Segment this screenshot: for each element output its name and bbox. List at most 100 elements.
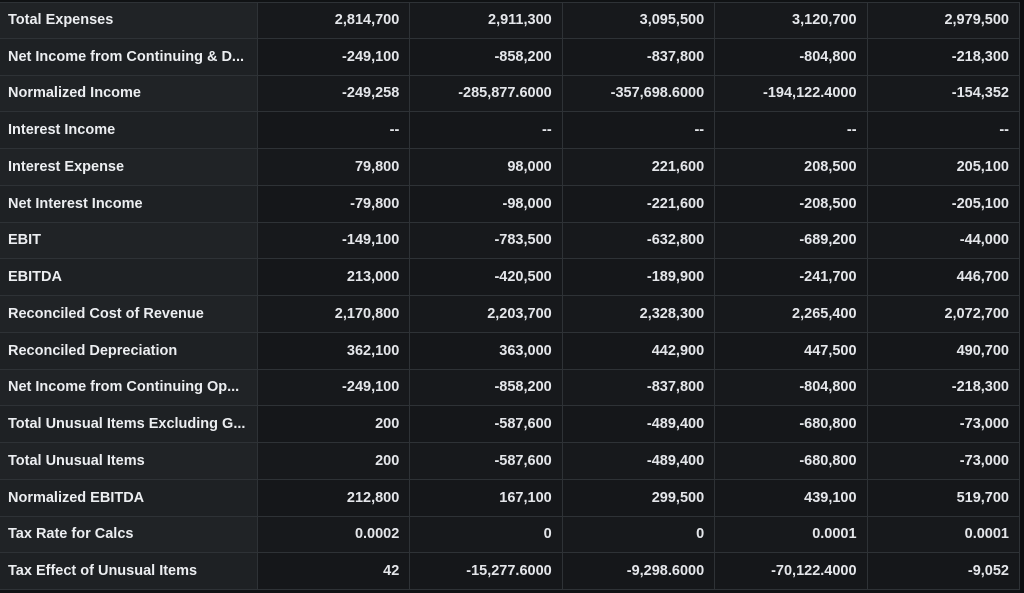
- table-cell: 362,100: [257, 332, 411, 369]
- row-label: Interest Expense: [0, 149, 258, 185]
- table-cell: -79,800: [257, 185, 411, 222]
- table-cell: -249,258: [257, 75, 411, 112]
- table-row: Net Interest Income -79,800 -98,000 -221…: [0, 185, 1020, 223]
- table-cell: 98,000: [410, 149, 563, 185]
- table-cell: -837,800: [562, 38, 716, 75]
- row-label: Normalized Income: [0, 75, 258, 112]
- table-cell: -44,000: [867, 222, 1020, 259]
- scroll-edge: [1020, 0, 1024, 593]
- table-cell: -689,200: [715, 222, 868, 259]
- table-cell: 439,100: [715, 479, 868, 516]
- table-cell: -587,600: [410, 443, 563, 479]
- table-cell: 167,100: [410, 479, 563, 516]
- table-cell: 0.0001: [867, 516, 1020, 553]
- row-label: Total Unusual Items Excluding G...: [0, 406, 258, 442]
- table-cell: 519,700: [867, 479, 1020, 516]
- table-cell: 200: [257, 443, 411, 479]
- table-cell: --: [715, 112, 868, 148]
- table-cell: 2,265,400: [715, 296, 868, 332]
- row-label: Net Interest Income: [0, 185, 258, 222]
- table-cell: -489,400: [562, 443, 716, 479]
- table-cell: -154,352: [867, 75, 1020, 112]
- table-row: Net Income from Continuing Op... -249,10…: [0, 369, 1020, 407]
- table-cell: --: [257, 112, 411, 148]
- table-row: Interest Income -- -- -- -- --: [0, 112, 1020, 149]
- table-cell: -680,800: [715, 443, 868, 479]
- table-cell: -858,200: [410, 38, 563, 75]
- table-cell: 2,814,700: [257, 3, 411, 38]
- table-row: Reconciled Cost of Revenue 2,170,800 2,2…: [0, 296, 1020, 333]
- row-label: EBIT: [0, 222, 258, 259]
- row-label: Total Unusual Items: [0, 443, 258, 479]
- row-label: Normalized EBITDA: [0, 479, 258, 516]
- table-row: Interest Expense 79,800 98,000 221,600 2…: [0, 149, 1020, 186]
- table-cell: 205,100: [867, 149, 1020, 185]
- table-cell: 0.0001: [715, 516, 868, 553]
- table-cell: -73,000: [867, 443, 1020, 479]
- table-cell: 42: [257, 553, 411, 589]
- row-label: Tax Rate for Calcs: [0, 516, 258, 553]
- table-cell: 2,072,700: [867, 296, 1020, 332]
- table-cell: -858,200: [410, 369, 563, 406]
- table-row: Normalized EBITDA 212,800 167,100 299,50…: [0, 479, 1020, 517]
- table-cell: -837,800: [562, 369, 716, 406]
- row-label: Net Income from Continuing & D...: [0, 38, 258, 75]
- table-cell: -804,800: [715, 38, 868, 75]
- table-cell: -73,000: [867, 406, 1020, 442]
- table-row: EBITDA 213,000 -420,500 -189,900 -241,70…: [0, 259, 1020, 296]
- table-cell: 208,500: [715, 149, 868, 185]
- table-cell: -218,300: [867, 369, 1020, 406]
- table-row: Tax Rate for Calcs 0.0002 0 0 0.0001 0.0…: [0, 516, 1020, 554]
- table-cell: 299,500: [562, 479, 716, 516]
- table-cell: 446,700: [867, 259, 1020, 295]
- table-row: Normalized Income -249,258 -285,877.6000…: [0, 75, 1020, 113]
- table-cell: -804,800: [715, 369, 868, 406]
- row-label: EBITDA: [0, 259, 258, 295]
- table-cell: -357,698.6000: [562, 75, 716, 112]
- row-label: Net Income from Continuing Op...: [0, 369, 258, 406]
- row-label: Reconciled Depreciation: [0, 332, 258, 369]
- row-label: Tax Effect of Unusual Items: [0, 553, 258, 589]
- table-row: Total Unusual Items Excluding G... 200 -…: [0, 406, 1020, 443]
- table-cell: 3,120,700: [715, 3, 868, 38]
- table-cell: --: [867, 112, 1020, 148]
- table-cell: -98,000: [410, 185, 563, 222]
- table-cell: 2,170,800: [257, 296, 411, 332]
- table-cell: 0: [562, 516, 716, 553]
- table-cell: 212,800: [257, 479, 411, 516]
- table-row: Total Unusual Items 200 -587,600 -489,40…: [0, 443, 1020, 480]
- table-row: EBIT -149,100 -783,500 -632,800 -689,200…: [0, 222, 1020, 260]
- table-cell: -632,800: [562, 222, 716, 259]
- table-cell: --: [562, 112, 716, 148]
- row-label: Total Expenses: [0, 3, 258, 38]
- table-cell: -70,122.4000: [715, 553, 868, 589]
- table-cell: -194,122.4000: [715, 75, 868, 112]
- table-cell: -189,900: [562, 259, 716, 295]
- table-cell: 2,979,500: [867, 3, 1020, 38]
- table-cell: -9,298.6000: [562, 553, 716, 589]
- table-cell: 363,000: [410, 332, 563, 369]
- table-cell: 0.0002: [257, 516, 411, 553]
- table-cell: 2,203,700: [410, 296, 563, 332]
- table-cell: -241,700: [715, 259, 868, 295]
- table-cell: -149,100: [257, 222, 411, 259]
- table-cell: --: [410, 112, 563, 148]
- table-cell: -249,100: [257, 38, 411, 75]
- table-cell: 3,095,500: [562, 3, 716, 38]
- table-cell: -420,500: [410, 259, 563, 295]
- table-cell: -587,600: [410, 406, 563, 442]
- table-row: Net Income from Continuing & D... -249,1…: [0, 38, 1020, 76]
- table-cell: -249,100: [257, 369, 411, 406]
- row-label: Interest Income: [0, 112, 258, 148]
- table-cell: 0: [410, 516, 563, 553]
- table-row: Reconciled Depreciation 362,100 363,000 …: [0, 332, 1020, 370]
- table-cell: 79,800: [257, 149, 411, 185]
- table-cell: 221,600: [562, 149, 716, 185]
- table-row: Tax Effect of Unusual Items 42 -15,277.6…: [0, 553, 1020, 590]
- table-cell: -680,800: [715, 406, 868, 442]
- table-cell: 213,000: [257, 259, 411, 295]
- table-cell: 2,328,300: [562, 296, 716, 332]
- table-cell: 200: [257, 406, 411, 442]
- table-cell: -15,277.6000: [410, 553, 563, 589]
